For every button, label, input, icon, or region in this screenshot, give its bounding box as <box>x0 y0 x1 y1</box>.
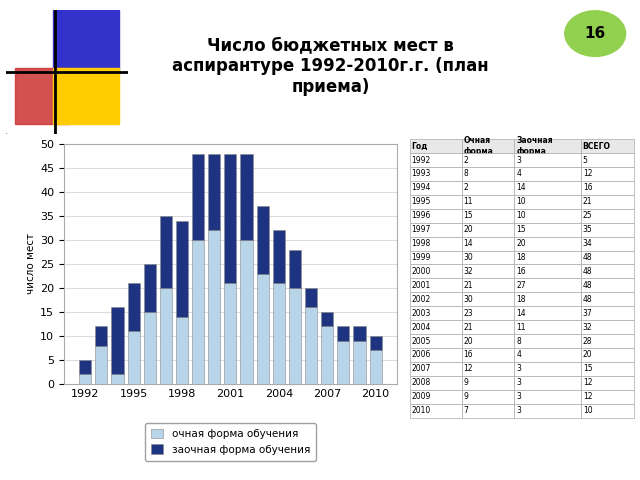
Bar <box>143 264 156 312</box>
Bar <box>208 154 220 230</box>
Bar <box>208 230 220 384</box>
Bar <box>353 326 365 341</box>
Bar <box>192 240 204 384</box>
Bar <box>337 326 349 341</box>
Bar <box>337 341 349 384</box>
Bar <box>273 283 285 384</box>
Bar <box>241 154 253 240</box>
Text: Число бюджетных мест в
аспирантуре 1992-2010г.г. (план
приема): Число бюджетных мест в аспирантуре 1992-… <box>172 36 489 96</box>
Bar <box>289 250 301 288</box>
Bar <box>305 288 317 307</box>
Bar <box>79 374 92 384</box>
Bar <box>192 154 204 240</box>
Bar <box>111 374 124 384</box>
Bar <box>176 221 188 317</box>
Bar <box>176 317 188 384</box>
Bar <box>225 283 236 384</box>
Bar <box>369 336 381 350</box>
Bar <box>321 326 333 384</box>
Bar <box>52 68 120 124</box>
Text: 16: 16 <box>584 26 606 41</box>
Bar <box>160 216 172 288</box>
Bar <box>143 312 156 384</box>
Bar <box>127 331 140 384</box>
Bar <box>257 274 269 384</box>
Bar <box>321 312 333 326</box>
Bar <box>305 307 317 384</box>
Bar <box>15 68 70 124</box>
Bar <box>95 346 108 384</box>
Bar <box>160 288 172 384</box>
Ellipse shape <box>565 11 626 57</box>
Y-axis label: число мест: число мест <box>26 233 36 295</box>
Bar <box>289 288 301 384</box>
Bar <box>111 307 124 374</box>
Bar <box>52 10 120 74</box>
Bar <box>95 326 108 346</box>
Bar <box>369 350 381 384</box>
Bar <box>273 230 285 283</box>
Legend: очная форма обучения, заочная форма обучения: очная форма обучения, заочная форма обуч… <box>145 423 316 461</box>
Bar <box>127 283 140 331</box>
Bar <box>257 206 269 274</box>
Bar <box>241 240 253 384</box>
Bar <box>79 360 92 374</box>
Bar <box>353 341 365 384</box>
Bar <box>225 154 236 283</box>
